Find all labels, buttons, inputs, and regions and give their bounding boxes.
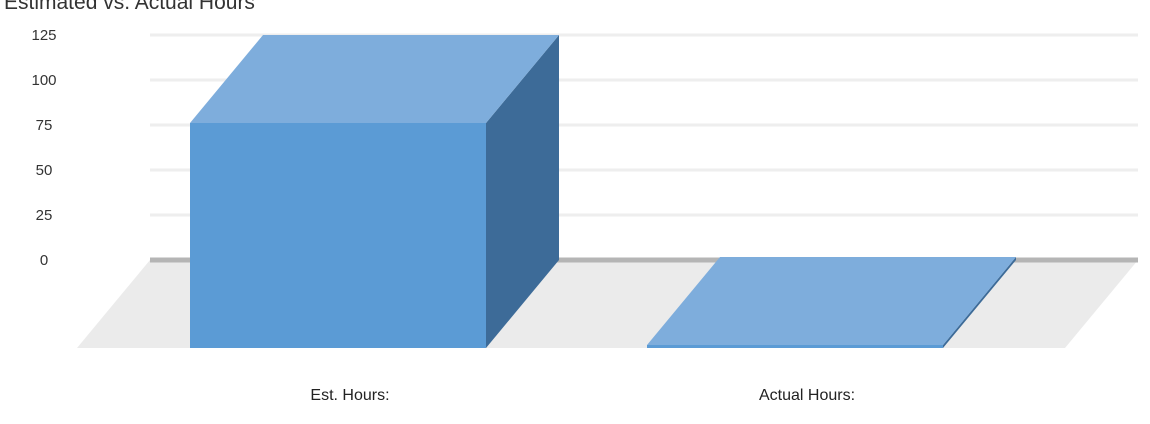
- y-tick-label: 125: [31, 27, 56, 44]
- x-category-label: Est. Hours:: [310, 387, 389, 404]
- y-tick-label: 0: [40, 252, 48, 269]
- y-tick-label: 25: [36, 207, 53, 224]
- y-tick-label: 100: [31, 72, 56, 89]
- y-tick-label: 50: [36, 162, 53, 179]
- x-category-label: Actual Hours:: [759, 387, 855, 404]
- bar-side-face: [943, 257, 1016, 348]
- chart-title: Estimated vs. Actual Hours: [4, 0, 255, 14]
- y-tick-label: 75: [36, 117, 53, 134]
- bar-top-face: [190, 35, 559, 123]
- bar-front-face: [190, 123, 486, 348]
- bar: [190, 35, 559, 348]
- bar-front-face: [647, 345, 943, 348]
- bar-side-face: [486, 35, 559, 348]
- bar-top-face: [647, 257, 1016, 345]
- bar: [647, 257, 1016, 348]
